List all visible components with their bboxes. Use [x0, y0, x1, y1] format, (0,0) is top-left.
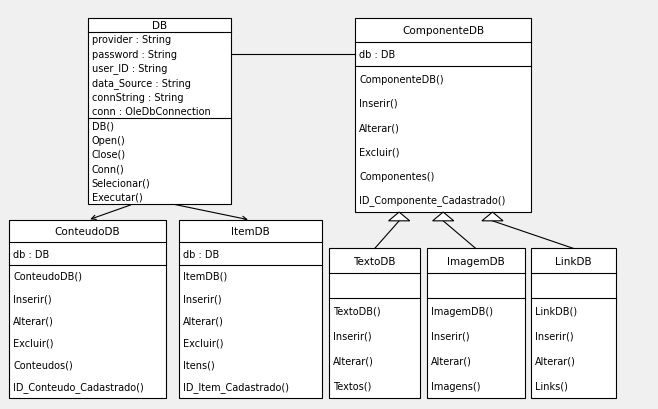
Bar: [427, 249, 524, 398]
Text: Inserir(): Inserir(): [359, 99, 397, 109]
Text: Close(): Close(): [91, 150, 126, 160]
Text: Alterar(): Alterar(): [183, 315, 224, 326]
Text: conn : OleDbConnection: conn : OleDbConnection: [91, 107, 211, 117]
Polygon shape: [389, 213, 410, 221]
Text: user_ID : String: user_ID : String: [91, 63, 167, 74]
Text: Excluir(): Excluir(): [183, 338, 223, 348]
Text: ImagemDB(): ImagemDB(): [431, 306, 493, 316]
Text: DB(): DB(): [91, 121, 114, 131]
Text: LinkDB(): LinkDB(): [535, 306, 577, 316]
Text: ConteudoDB(): ConteudoDB(): [13, 271, 82, 281]
Bar: [179, 220, 322, 398]
Bar: [329, 249, 420, 398]
Text: Inserir(): Inserir(): [431, 331, 469, 341]
Text: ID_Item_Cadastrado(): ID_Item_Cadastrado(): [183, 382, 289, 393]
Text: Inserir(): Inserir(): [535, 331, 574, 341]
Text: db : DB: db : DB: [183, 249, 219, 259]
Text: Inserir(): Inserir(): [333, 331, 372, 341]
Text: Excluir(): Excluir(): [359, 147, 399, 157]
Text: Conn(): Conn(): [91, 164, 124, 174]
Text: db : DB: db : DB: [359, 50, 395, 60]
Text: db : DB: db : DB: [13, 249, 49, 259]
Text: Componentes(): Componentes(): [359, 171, 434, 181]
Polygon shape: [432, 213, 454, 221]
Bar: [88, 19, 231, 204]
Text: Selecionar(): Selecionar(): [91, 178, 150, 188]
Text: Links(): Links(): [535, 381, 568, 391]
Text: ComponenteDB(): ComponenteDB(): [359, 74, 443, 84]
Text: ItemDB: ItemDB: [232, 227, 270, 237]
Text: TextoDB(): TextoDB(): [333, 306, 380, 316]
Text: Alterar(): Alterar(): [333, 356, 374, 366]
Text: TextoDB: TextoDB: [353, 256, 396, 266]
Text: Alterar(): Alterar(): [359, 123, 400, 133]
Text: Inserir(): Inserir(): [183, 293, 222, 303]
Text: Textos(): Textos(): [333, 381, 371, 391]
Text: data_Source : String: data_Source : String: [91, 78, 190, 89]
Text: provider : String: provider : String: [91, 35, 170, 45]
Text: Executar(): Executar(): [91, 192, 142, 202]
Text: LinkDB: LinkDB: [555, 256, 592, 266]
Text: password : String: password : String: [91, 49, 176, 60]
Polygon shape: [482, 213, 503, 221]
Text: ConteudoDB: ConteudoDB: [55, 227, 120, 237]
Text: Itens(): Itens(): [183, 360, 215, 370]
Text: ID_Conteudo_Cadastrado(): ID_Conteudo_Cadastrado(): [13, 382, 144, 393]
Text: Open(): Open(): [91, 135, 125, 145]
Bar: [531, 249, 616, 398]
Text: Imagens(): Imagens(): [431, 381, 480, 391]
Text: ImagemDB: ImagemDB: [447, 256, 505, 266]
Text: Conteudos(): Conteudos(): [13, 360, 73, 370]
Text: ID_Componente_Cadastrado(): ID_Componente_Cadastrado(): [359, 195, 505, 206]
Text: DB: DB: [152, 21, 167, 31]
Text: ComponenteDB: ComponenteDB: [402, 26, 484, 36]
Text: ItemDB(): ItemDB(): [183, 271, 227, 281]
Text: Alterar(): Alterar(): [13, 315, 54, 326]
Bar: [355, 19, 531, 213]
Text: Inserir(): Inserir(): [13, 293, 52, 303]
Text: Alterar(): Alterar(): [535, 356, 576, 366]
Bar: [9, 220, 166, 398]
Text: connString : String: connString : String: [91, 92, 183, 102]
Text: Alterar(): Alterar(): [431, 356, 472, 366]
Text: Excluir(): Excluir(): [13, 338, 54, 348]
